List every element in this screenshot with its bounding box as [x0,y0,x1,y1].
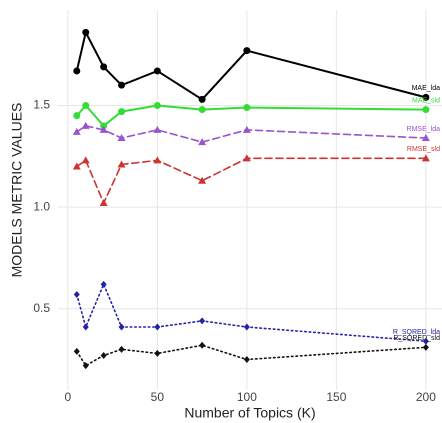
series-line [77,32,426,99]
point [73,112,80,119]
point [199,106,206,113]
x-tick-label: 150 [326,390,346,404]
point [154,102,161,109]
y-tick-label: 1.5 [33,98,50,112]
series-line [77,284,426,341]
point [154,67,161,74]
point [74,348,80,355]
point [154,324,160,331]
point [73,128,81,135]
point [100,199,108,206]
x-tick-label: 200 [416,390,436,404]
point [101,352,107,359]
point [243,47,250,54]
point [73,67,80,74]
point [199,96,206,103]
point [244,324,250,331]
x-tick-label: 50 [151,390,165,404]
point [243,104,250,111]
point [82,29,89,36]
y-axis-title: MODELS METRIC VALUES [9,103,25,278]
point [118,82,125,89]
x-tick-label: 100 [237,390,257,404]
series-label: RMSE_sld [407,146,440,153]
point [82,122,90,129]
series-label: MAE_lda [412,85,441,92]
point [82,102,89,109]
point [101,281,107,288]
series-label: MAE_sld [412,97,440,104]
point [422,106,429,113]
point [153,126,161,133]
point [118,108,125,115]
point [154,350,160,357]
point [244,356,250,363]
series-line [77,126,426,142]
series-label: R_SQRED_sld [393,335,440,342]
series-label: RMSE_lda [407,126,441,133]
point [199,317,205,324]
point [82,156,90,163]
point [73,162,81,169]
point [74,291,80,298]
chart: MODELS METRIC VALUES Number of Topics (K… [0,0,442,423]
point [153,156,161,163]
series-line [77,106,426,126]
point [119,324,125,331]
point [423,344,429,351]
point [199,342,205,349]
series-line [77,345,426,365]
point [83,324,89,331]
series-line [77,158,426,203]
point [119,346,125,353]
y-tick-label: 0.5 [33,301,50,315]
x-tick-label: 0 [65,390,72,404]
x-axis-title: Number of Topics (K) [184,405,315,421]
y-tick-label: 1.0 [33,199,50,213]
point [100,63,107,70]
